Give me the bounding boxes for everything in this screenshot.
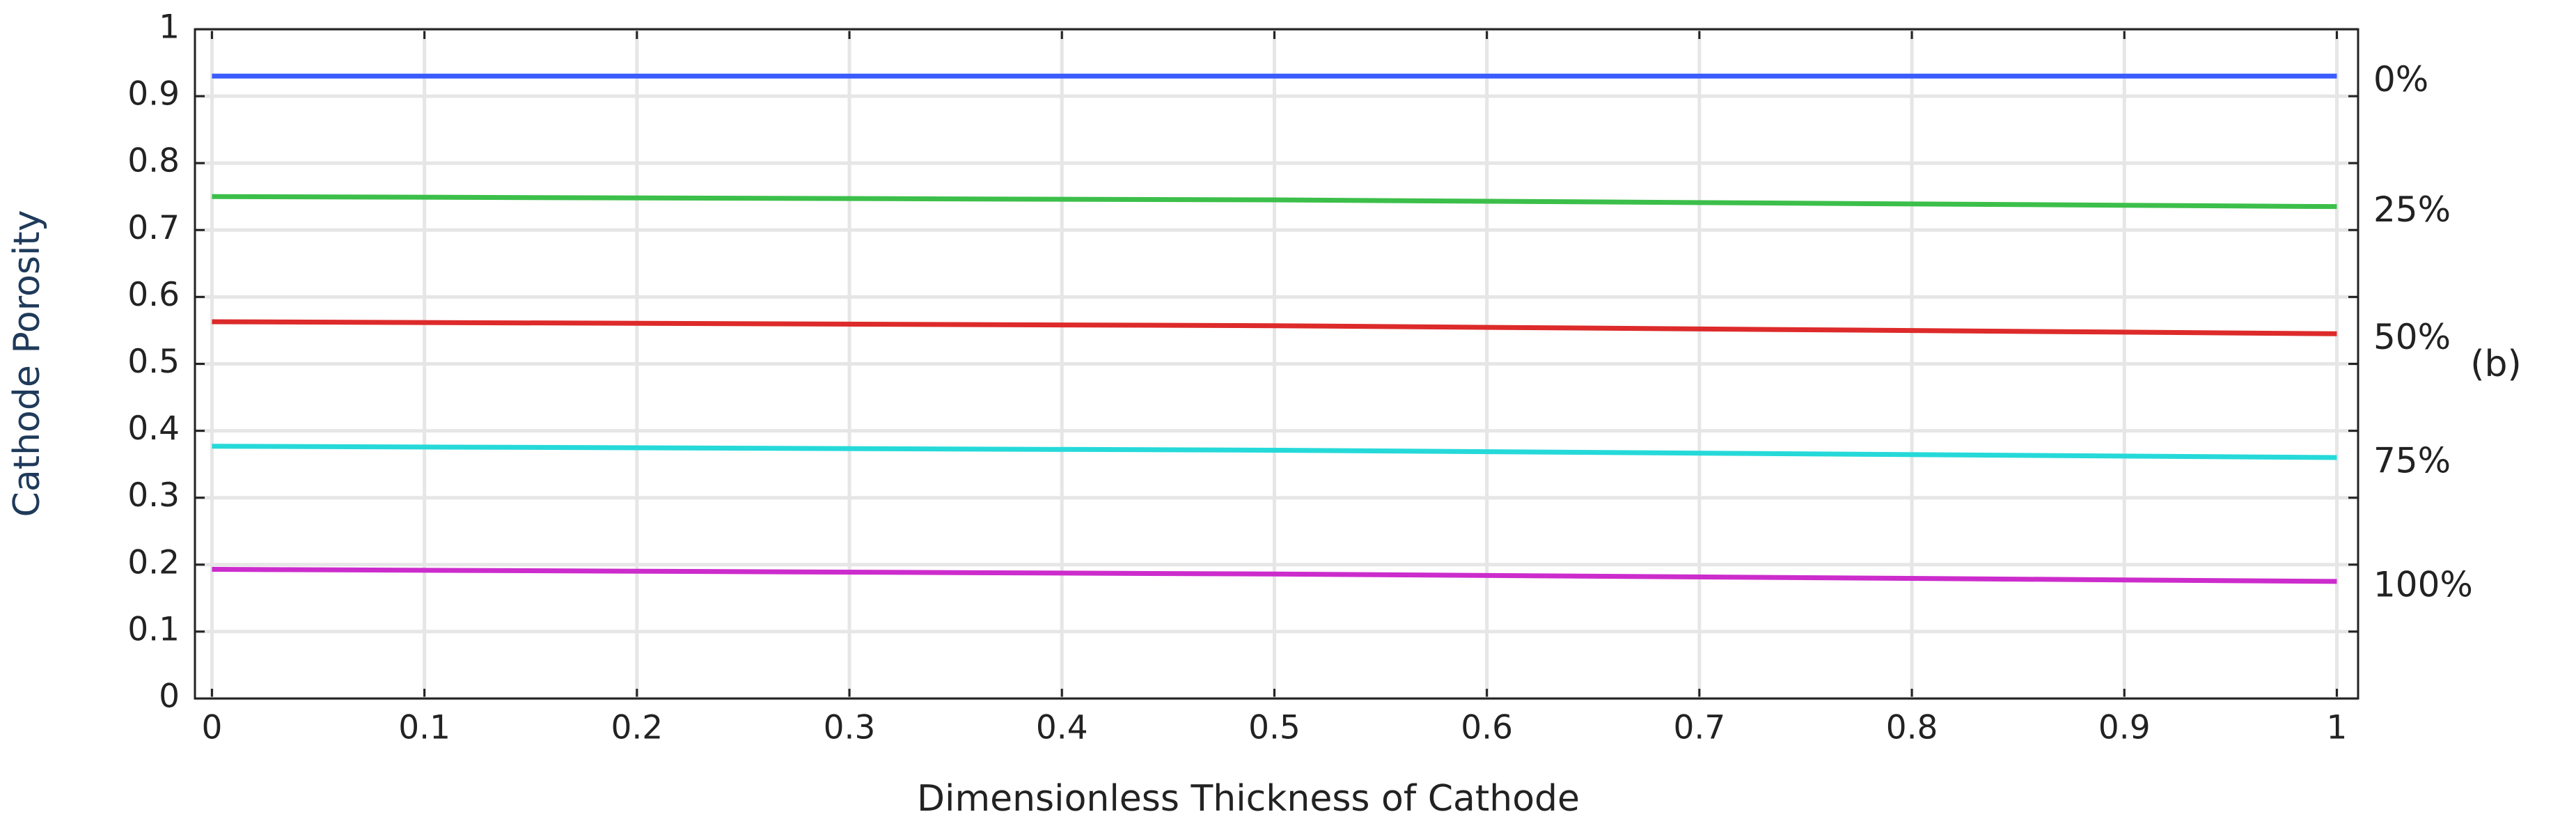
y-axis-label: Cathode Porosity [6, 210, 48, 517]
y-tick-label: 0.6 [127, 276, 180, 314]
y-tick-label: 0 [159, 678, 180, 716]
y-tick-label: 0.9 [127, 75, 180, 114]
y-tick-label: 0.1 [127, 610, 180, 648]
y-tick-label: 0.8 [127, 142, 180, 180]
x-tick-label: 0.5 [1248, 709, 1301, 747]
x-tick-label: 0.4 [1036, 709, 1088, 747]
y-tick-label: 0.2 [127, 543, 180, 582]
y-tick-label: 1 [159, 8, 180, 47]
y-tick-label: 0.7 [127, 209, 180, 247]
series-label: 75% [2373, 441, 2451, 481]
x-tick-label: 1 [2327, 709, 2348, 747]
x-tick-label: 0.1 [398, 709, 450, 747]
y-tick-label: 0.5 [127, 343, 180, 381]
series-label: 100% [2373, 564, 2473, 604]
x-tick-label: 0.8 [1886, 709, 1938, 747]
y-tick-label: 0.4 [127, 409, 180, 448]
series-label: 25% [2373, 189, 2451, 230]
series-line [212, 444, 2337, 460]
x-tick-label: 0.6 [1461, 709, 1513, 747]
annotation: (b) [2470, 343, 2522, 385]
series-label: 0% [2373, 59, 2428, 100]
plot-frame [194, 28, 2359, 700]
series-line [212, 194, 2337, 210]
x-tick-label: 0.2 [611, 709, 663, 747]
x-tick-label: 0.3 [824, 709, 876, 747]
series-label: 50% [2373, 317, 2451, 357]
series-line [212, 567, 2337, 584]
series-line [212, 319, 2337, 336]
y-tick-label: 0.3 [127, 476, 180, 515]
x-axis-label: Dimensionless Thickness of Cathode [917, 778, 1580, 820]
x-tick-label: 0.7 [1673, 709, 1725, 747]
x-tick-label: 0.9 [2098, 709, 2151, 747]
x-tick-label: 0 [201, 709, 222, 747]
